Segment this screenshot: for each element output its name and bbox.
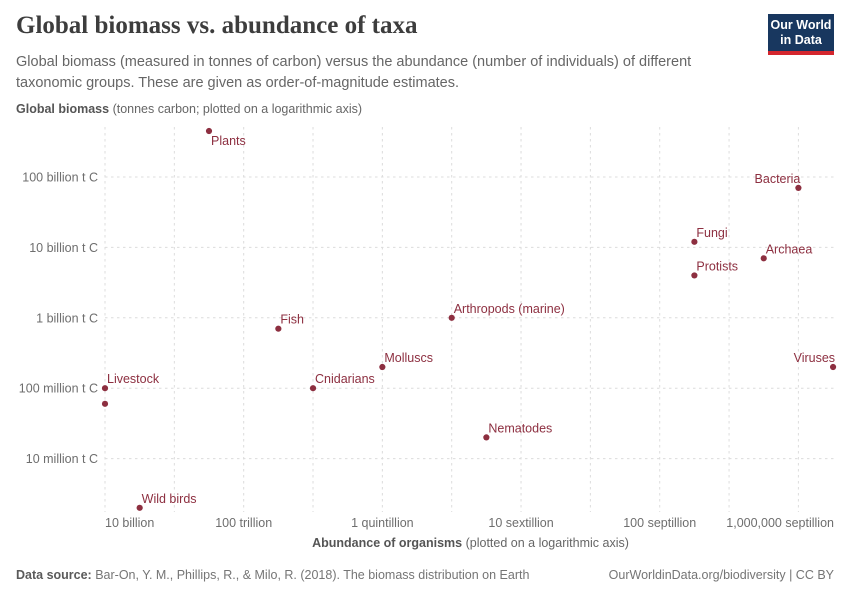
owid-logo[interactable]: Our World in Data: [768, 14, 834, 55]
chart-footer: Data source: Bar-On, Y. M., Phillips, R.…: [16, 568, 834, 582]
point-label-archaea: Archaea: [766, 242, 813, 256]
point-label-nematodes: Nematodes: [488, 421, 552, 435]
page-title: Global biomass vs. abundance of taxa: [16, 12, 418, 39]
y-axis-title-rest: (tonnes carbon; plotted on a logarithmic…: [109, 102, 363, 116]
x-axis-title-rest: (plotted on a logarithmic axis): [462, 536, 629, 550]
point-unlabeled[interactable]: [101, 400, 109, 407]
point-bacteria[interactable]: [795, 184, 802, 192]
point-nematodes[interactable]: [483, 434, 490, 441]
point-label-cnidarians: Cnidarians: [315, 372, 375, 386]
point-label-protists: Protists: [696, 259, 738, 273]
x-tick-label: 100 septillion: [623, 516, 696, 530]
y-tick-label: 10 billion t C: [29, 241, 98, 255]
x-axis-title-bold: Abundance of organisms: [312, 536, 463, 550]
chart-subtitle: Global biomass (measured in tonnes of ca…: [16, 54, 692, 91]
y-tick-label: 100 million t C: [19, 382, 98, 396]
point-label-viruses: Viruses: [794, 351, 835, 365]
owid-logo-line1: Our World: [770, 18, 832, 32]
data-source: Data source: Bar-On, Y. M., Phillips, R.…: [16, 568, 529, 582]
point-molluscs[interactable]: [379, 363, 386, 371]
point-cnidarians[interactable]: [309, 385, 317, 392]
y-tick-label: 10 million t C: [26, 452, 98, 466]
x-tick-label: 10 billion: [105, 516, 154, 530]
y-tick-label: 1 billion t C: [36, 311, 98, 325]
point-label-fungi: Fungi: [696, 226, 727, 240]
owid-logo-line2: in Data: [780, 33, 822, 47]
data-source-text: Bar-On, Y. M., Phillips, R., & Milo, R. …: [91, 568, 530, 582]
y-axis-title: Global biomass (tonnes carbon; plotted o…: [16, 102, 362, 116]
point-protists[interactable]: [691, 272, 698, 279]
x-tick-label: 100 trillion: [215, 516, 272, 530]
point-label-fish: Fish: [280, 313, 304, 327]
point-wild-birds[interactable]: [136, 504, 143, 511]
x-tick-label: 10 sextillion: [488, 516, 553, 530]
point-label-molluscs: Molluscs: [384, 351, 433, 365]
point-viruses[interactable]: [829, 363, 837, 371]
x-tick-label: 1,000,000 septillion: [726, 516, 834, 530]
point-label-wild-birds: Wild birds: [142, 492, 197, 506]
point-label-plants: Plants: [211, 134, 246, 148]
point-label-arthropods-marine: Arthropods (marine): [454, 302, 565, 316]
point-fungi[interactable]: [691, 238, 698, 245]
point-livestock[interactable]: [101, 385, 109, 392]
x-tick-label: 1 quintillion: [351, 516, 414, 530]
point-archaea[interactable]: [760, 255, 767, 262]
owid-credit-link[interactable]: OurWorldinData.org/biodiversity | CC BY: [608, 568, 834, 582]
point-fish[interactable]: [275, 325, 282, 332]
data-source-label: Data source:: [16, 568, 92, 582]
point-label-livestock: Livestock: [107, 372, 160, 386]
point-plants[interactable]: [205, 127, 213, 135]
y-tick-label: 100 billion t C: [22, 171, 98, 185]
point-label-bacteria: Bacteria: [755, 172, 801, 186]
point-arthropods-marine[interactable]: [448, 314, 455, 321]
x-axis-title: Abundance of organisms (plotted on a log…: [105, 536, 836, 550]
y-axis-title-bold: Global biomass: [16, 102, 110, 116]
